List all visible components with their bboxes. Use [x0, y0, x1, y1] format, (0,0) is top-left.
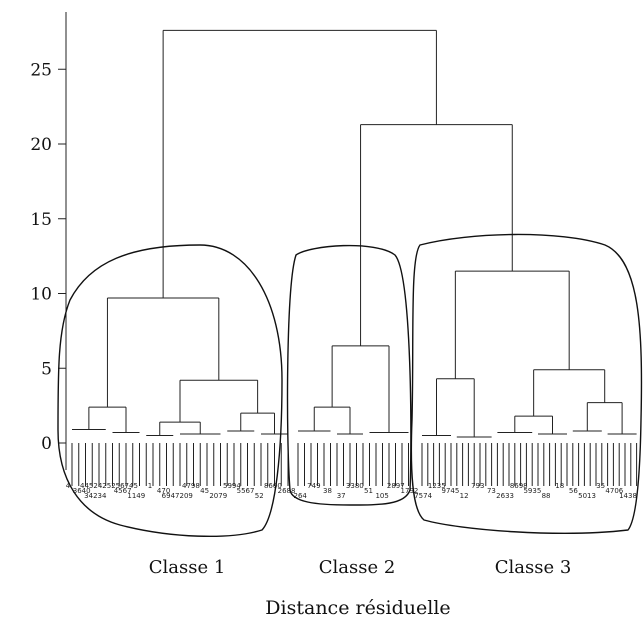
leaf-label: 2079	[209, 492, 227, 500]
cluster-label: Classe 1	[149, 557, 226, 578]
leaf-label: 2897	[387, 482, 405, 490]
y-tick-label: 25	[30, 60, 52, 80]
leaf-label: 4706	[605, 487, 623, 495]
leaf-label: 56	[569, 487, 578, 495]
leaf-label: 793	[471, 482, 484, 490]
leaf-label: 3640	[73, 487, 91, 495]
leaf-label: 470	[157, 487, 170, 495]
leaf-label: 264	[294, 492, 308, 500]
leaf-label: 52	[255, 492, 264, 500]
leaf-label: 4	[66, 482, 71, 490]
leaf-label: 88	[542, 492, 551, 500]
cluster-labels: Classe 1 Classe 2 Classe 3	[149, 557, 572, 578]
leaf-label: 18	[555, 482, 564, 490]
leaf-label: 5567	[237, 487, 255, 495]
leaf-label: 73	[487, 487, 496, 495]
leaf-label: 12	[460, 492, 469, 500]
leaf-label: 105	[375, 492, 388, 500]
y-tick-label: 10	[30, 285, 52, 305]
cluster-label: Classe 3	[495, 557, 572, 578]
leaf-label: 45	[200, 487, 209, 495]
leaf-label: 7574	[414, 492, 432, 500]
dendrogram-links	[71, 29, 638, 486]
leaf-label: 8600	[264, 482, 282, 490]
leaf-label: 1235	[428, 482, 446, 490]
y-tick-label: 5	[41, 359, 52, 379]
x-axis-title: Distance résiduelle	[265, 597, 450, 619]
leaf-label: 2688	[278, 487, 296, 495]
cluster-outline	[57, 244, 283, 537]
leaf-label: 3380	[346, 482, 364, 490]
leaf-label: 4798	[182, 482, 200, 490]
y-axis: 0 5 10 15 20 25	[30, 12, 67, 470]
leaf-label: 51	[364, 487, 373, 495]
leaf-label: 34234	[84, 492, 107, 500]
leaf-label: 9745	[442, 487, 460, 495]
leaf-label: 1	[148, 482, 152, 490]
y-ticks: 0 5 10 15 20 25	[30, 60, 66, 454]
leaf-label: 37	[337, 492, 346, 500]
y-tick-label: 20	[30, 135, 52, 155]
leaf-label: 5994	[223, 482, 241, 490]
leaf-label: 38	[323, 487, 332, 495]
y-tick-label: 15	[30, 210, 52, 230]
cluster-outline	[410, 233, 643, 534]
leaf-label: 2633	[496, 492, 514, 500]
leaf-label: 4567	[114, 487, 132, 495]
leaf-label: 4452425256745	[80, 482, 138, 490]
leaf-label: 1149	[127, 492, 145, 500]
leaf-label: 5935	[523, 487, 541, 495]
leaf-label: 749	[307, 482, 320, 490]
cluster-outlines	[57, 233, 643, 537]
cluster-outline	[286, 244, 412, 506]
leaf-label: 1438	[619, 492, 637, 500]
y-tick-label: 0	[41, 434, 52, 454]
cluster-label: Classe 2	[319, 557, 396, 578]
leaf-label: 6947209	[162, 492, 193, 500]
leaf-label: 5013	[578, 492, 596, 500]
leaf-label: 8698	[510, 482, 528, 490]
leaf-label: 35	[596, 482, 605, 490]
